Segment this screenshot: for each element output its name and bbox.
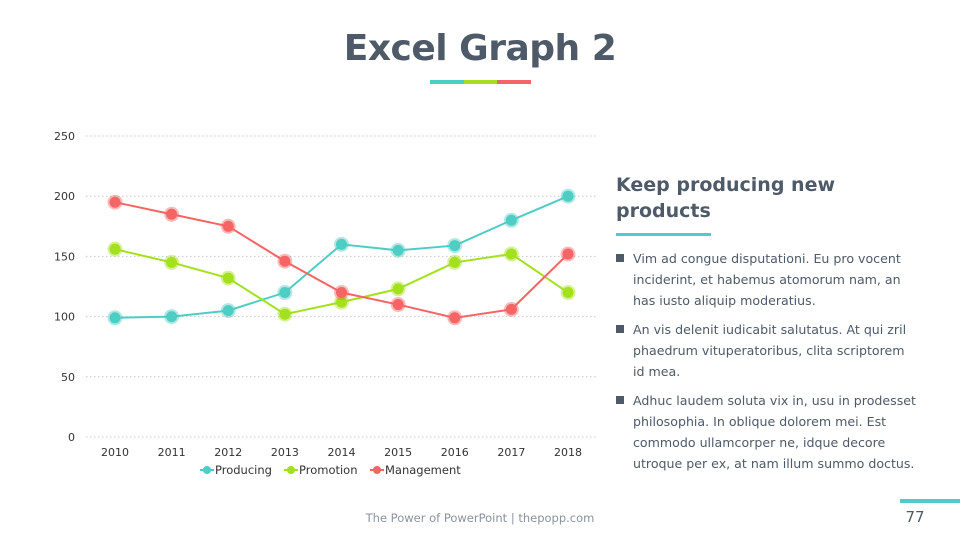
legend-marker-icon <box>373 466 381 474</box>
legend-marker-icon <box>287 466 295 474</box>
side-heading-underline <box>616 233 711 236</box>
line-chart: 0 50 100 150 200 250 2010 2011 2012 2013 2014 2015… <box>54 130 596 477</box>
x-tick-label: 2018 <box>554 446 582 459</box>
title-bar-segment-1 <box>430 80 464 84</box>
data-point-producing <box>220 303 236 319</box>
data-point-promotion <box>277 306 293 322</box>
title-bar-segment-2 <box>464 80 497 84</box>
footer-text: The Power of PowerPoint | thepopp.com <box>365 511 595 525</box>
data-point-producing <box>334 236 349 252</box>
x-tick-label: 2014 <box>328 446 356 459</box>
x-tick-label: 2015 <box>384 446 412 459</box>
legend-item-management: Management <box>370 463 461 477</box>
data-point-promotion <box>447 254 463 270</box>
data-point-management <box>503 301 519 317</box>
square-bullet-icon <box>616 325 624 333</box>
data-point-management <box>390 297 406 313</box>
x-tick-label: 2011 <box>158 446 186 459</box>
bullet-text: An vis delenit iudicabit salutatus. At q… <box>633 322 907 379</box>
x-tick-label: 2013 <box>271 446 299 459</box>
legend-label: Promotion <box>299 463 358 477</box>
legend-label: Management <box>385 463 461 477</box>
bullet-list: Vim ad congue disputationi. Eu pro vocen… <box>616 248 916 482</box>
square-bullet-icon <box>616 254 624 262</box>
data-point-promotion <box>107 241 123 257</box>
data-point-promotion <box>503 246 519 262</box>
bullet-item: Adhuc laudem soluta vix in, usu in prode… <box>616 390 916 474</box>
page-number-accent-bar <box>900 499 960 503</box>
y-tick-label: 100 <box>54 311 75 324</box>
y-tick-label: 150 <box>54 250 75 263</box>
bullet-item: An vis delenit iudicabit salutatus. At q… <box>616 319 916 382</box>
data-point-producing <box>164 309 180 325</box>
data-point-management <box>277 253 293 269</box>
x-tick-label: 2017 <box>497 446 525 459</box>
bullet-text: Vim ad congue disputationi. Eu pro vocen… <box>633 251 901 308</box>
data-point-management <box>164 206 180 222</box>
data-point-management <box>560 246 576 262</box>
side-heading: Keep producing new products <box>616 174 836 222</box>
square-bullet-icon <box>616 396 624 404</box>
legend-marker-icon <box>203 466 211 474</box>
data-point-promotion <box>164 254 180 270</box>
x-tick-label: 2016 <box>441 446 469 459</box>
y-tick-label: 200 <box>54 190 75 203</box>
data-point-producing <box>277 285 293 301</box>
data-point-promotion <box>560 285 576 301</box>
data-point-promotion <box>334 294 349 310</box>
legend-item-producing: Producing <box>200 463 272 477</box>
legend-item-promotion: Promotion <box>284 463 358 477</box>
y-tick-label: 250 <box>54 130 75 143</box>
bullet-text: Adhuc laudem soluta vix in, usu in prode… <box>633 393 916 471</box>
slide-title: Excel Graph 2 <box>343 28 617 69</box>
data-point-promotion <box>390 281 406 297</box>
x-tick-label: 2012 <box>214 446 242 459</box>
data-point-management <box>107 194 123 210</box>
data-point-management <box>220 218 236 234</box>
data-point-producing <box>107 310 123 326</box>
legend-label: Producing <box>215 463 272 477</box>
title-bar-segment-3 <box>497 80 531 84</box>
data-point-producing <box>503 212 519 228</box>
data-point-producing <box>560 188 576 204</box>
x-tick-label: 2010 <box>101 446 129 459</box>
page-number: 77 <box>905 508 925 526</box>
data-point-producing <box>447 238 463 254</box>
y-tick-label: 50 <box>61 371 75 384</box>
data-point-management <box>334 285 349 301</box>
data-point-management <box>447 310 463 326</box>
data-point-producing <box>390 242 406 258</box>
bullet-item: Vim ad congue disputationi. Eu pro vocen… <box>616 248 916 311</box>
y-tick-label: 0 <box>68 431 75 444</box>
data-point-promotion <box>220 270 236 286</box>
